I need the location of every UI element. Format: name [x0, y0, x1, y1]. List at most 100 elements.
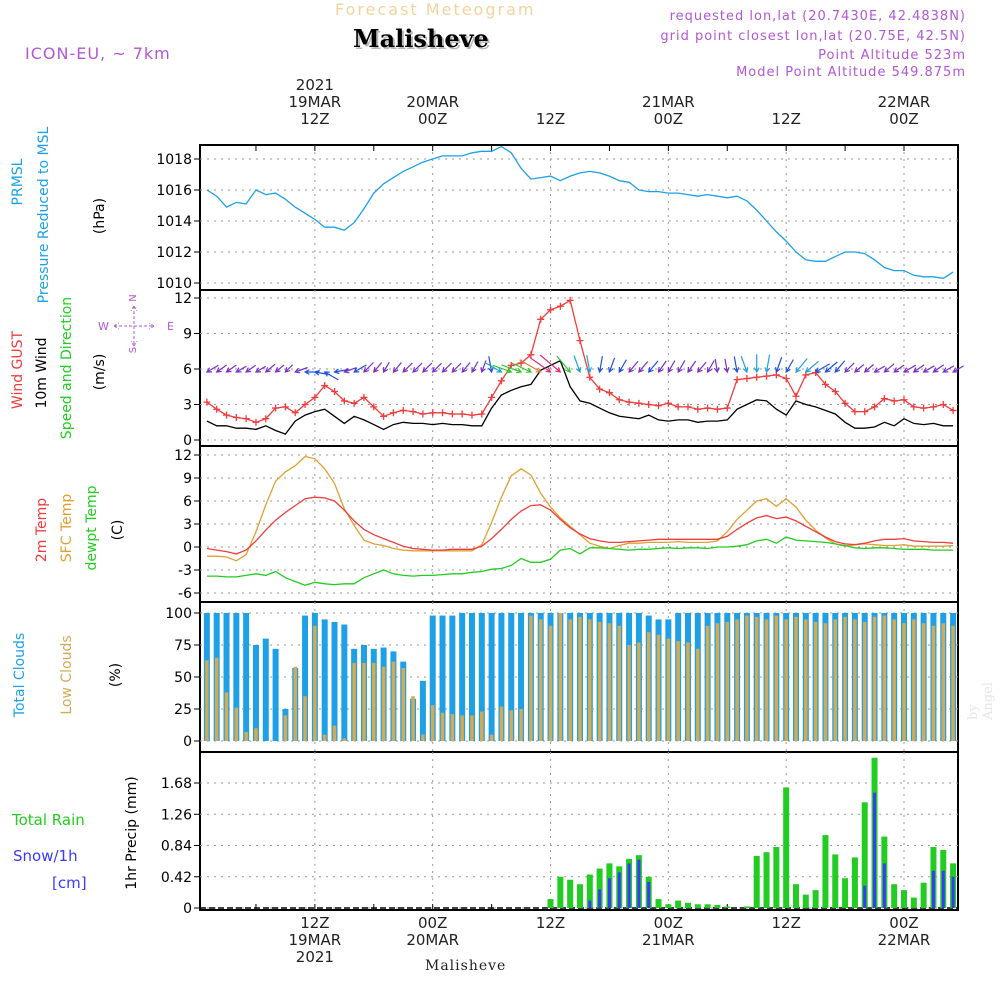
wind-direction-arrow: [412, 362, 423, 373]
rain-bar: [704, 904, 711, 908]
wind-ylabel-unit: (m/s): [92, 354, 108, 391]
low-clouds-bar: [794, 616, 798, 741]
wind-direction-arrow: [696, 361, 707, 373]
precipitation-ytick-label: 0.42: [161, 870, 192, 886]
wind-direction-arrow: [556, 355, 572, 373]
wind-gust-marker: [733, 376, 741, 384]
wind-gust-marker: [920, 404, 928, 412]
wind-direction-arrow: [723, 358, 730, 374]
wind-gust-marker: [713, 405, 721, 413]
snow-bar: [598, 889, 602, 908]
low-clouds-bar: [548, 625, 553, 741]
temp-ylabel-unit: (C): [110, 520, 126, 541]
low-clouds-bar: [538, 619, 543, 741]
precip-label-snow: Snow/1h: [13, 847, 78, 865]
low-clouds-bar: [912, 619, 916, 741]
top-time-label: 22MAR: [878, 93, 931, 111]
total-clouds-bar: [439, 615, 446, 741]
wind-direction-arrow: [511, 362, 533, 373]
low-clouds-bar: [401, 668, 405, 741]
wind-gust-marker: [851, 408, 859, 416]
low-clouds-bar: [921, 623, 926, 741]
wind-direction-arrow: [942, 365, 955, 373]
pressure-ytick-label: 1018: [156, 152, 192, 168]
low-clouds-bar: [529, 615, 533, 741]
wind-gust-marker: [547, 306, 555, 314]
low-clouds-bar: [450, 714, 455, 741]
low-clouds-bar: [254, 728, 258, 741]
wind-ytick-label: 0: [183, 433, 192, 449]
wind-direction-arrow: [245, 364, 256, 373]
top-time-label: 12Z: [771, 110, 800, 128]
low-clouds-bar: [322, 734, 327, 741]
top-time-label: 12Z: [536, 110, 565, 128]
wind-direction-arrow: [647, 360, 659, 373]
low-clouds-bar: [656, 634, 661, 741]
wind-gust-marker: [468, 411, 476, 419]
wind-direction-arrow: [785, 359, 794, 374]
wind-direction-arrow: [484, 362, 503, 373]
wind-direction-arrow: [932, 364, 945, 373]
wind-gust-marker: [527, 351, 535, 359]
rain-bar: [714, 905, 721, 908]
clouds-ylabel-total: Total Clouds: [12, 633, 28, 718]
low-clouds-bar: [224, 692, 229, 741]
wind-direction-arrow: [853, 364, 865, 373]
top-time-label: 00Z: [418, 110, 447, 128]
low-clouds-bar: [872, 616, 877, 741]
wind-direction-arrow: [471, 361, 479, 374]
clouds-ytick-label: 50: [174, 670, 192, 686]
rain-bar: [586, 874, 593, 908]
wind-direction-arrow: [687, 360, 697, 374]
faded-chart-title: Forecast Meteogram: [335, 0, 536, 19]
rain-bar: [743, 906, 750, 908]
wind-direction-arrow: [343, 367, 357, 374]
wind-gust-marker: [792, 392, 800, 400]
top-time-label: 20MAR: [406, 93, 459, 111]
wind-direction-arrow: [677, 360, 686, 374]
low-clouds-bar: [430, 705, 435, 741]
low-clouds-bar: [951, 625, 955, 741]
total-clouds-bar: [429, 615, 436, 741]
wind-gust-marker: [841, 399, 849, 407]
wind-gust-marker: [389, 409, 397, 417]
total-clouds-bar: [341, 624, 348, 741]
wind-gust-marker: [380, 412, 388, 420]
low-clouds-bar: [234, 707, 239, 741]
temp-ylabel-dewpt: dewpt Temp: [84, 485, 100, 570]
low-clouds-bar: [440, 712, 445, 741]
wind-gust-marker: [596, 385, 604, 393]
wind-direction-arrow: [740, 355, 749, 374]
temperature-ytick-label: 0: [183, 540, 192, 556]
low-clouds-bar: [784, 619, 788, 741]
total-clouds-bar: [518, 613, 525, 741]
low-clouds-bar: [892, 619, 896, 741]
wind-direction-arrow: [586, 355, 592, 374]
snow-bar: [607, 878, 611, 908]
wind-direction-arrow: [353, 364, 367, 373]
rain-bar: [557, 876, 564, 908]
point-altitude: Point Altitude 523m: [818, 48, 966, 63]
wind-direction-arrow: [873, 365, 886, 373]
wind-gust-marker: [890, 397, 898, 405]
clouds-ytick-label: 100: [165, 606, 192, 622]
wind-gust-marker: [291, 409, 299, 417]
total-clouds-bar: [233, 613, 240, 741]
wind-gust-marker: [704, 404, 712, 412]
snow-bar: [873, 792, 877, 908]
total-clouds-bar: [252, 645, 259, 741]
low-clouds-bar: [421, 734, 425, 741]
wind-gust-marker: [723, 404, 731, 412]
temperature-ytick-label: 3: [183, 517, 192, 533]
wind-gust-marker: [458, 410, 466, 418]
total-clouds-bar: [459, 613, 466, 741]
wind-gust-marker: [448, 410, 456, 418]
low-clouds-bar: [843, 616, 847, 741]
low-clouds-bar: [499, 706, 504, 741]
snow-bar: [617, 872, 621, 908]
low-clouds-bar: [391, 661, 396, 741]
rain-bar: [920, 882, 927, 908]
bottom-time-label: 00Z: [654, 914, 683, 932]
wind-direction-arrow: [733, 356, 740, 374]
wind-direction-arrow: [422, 362, 433, 373]
